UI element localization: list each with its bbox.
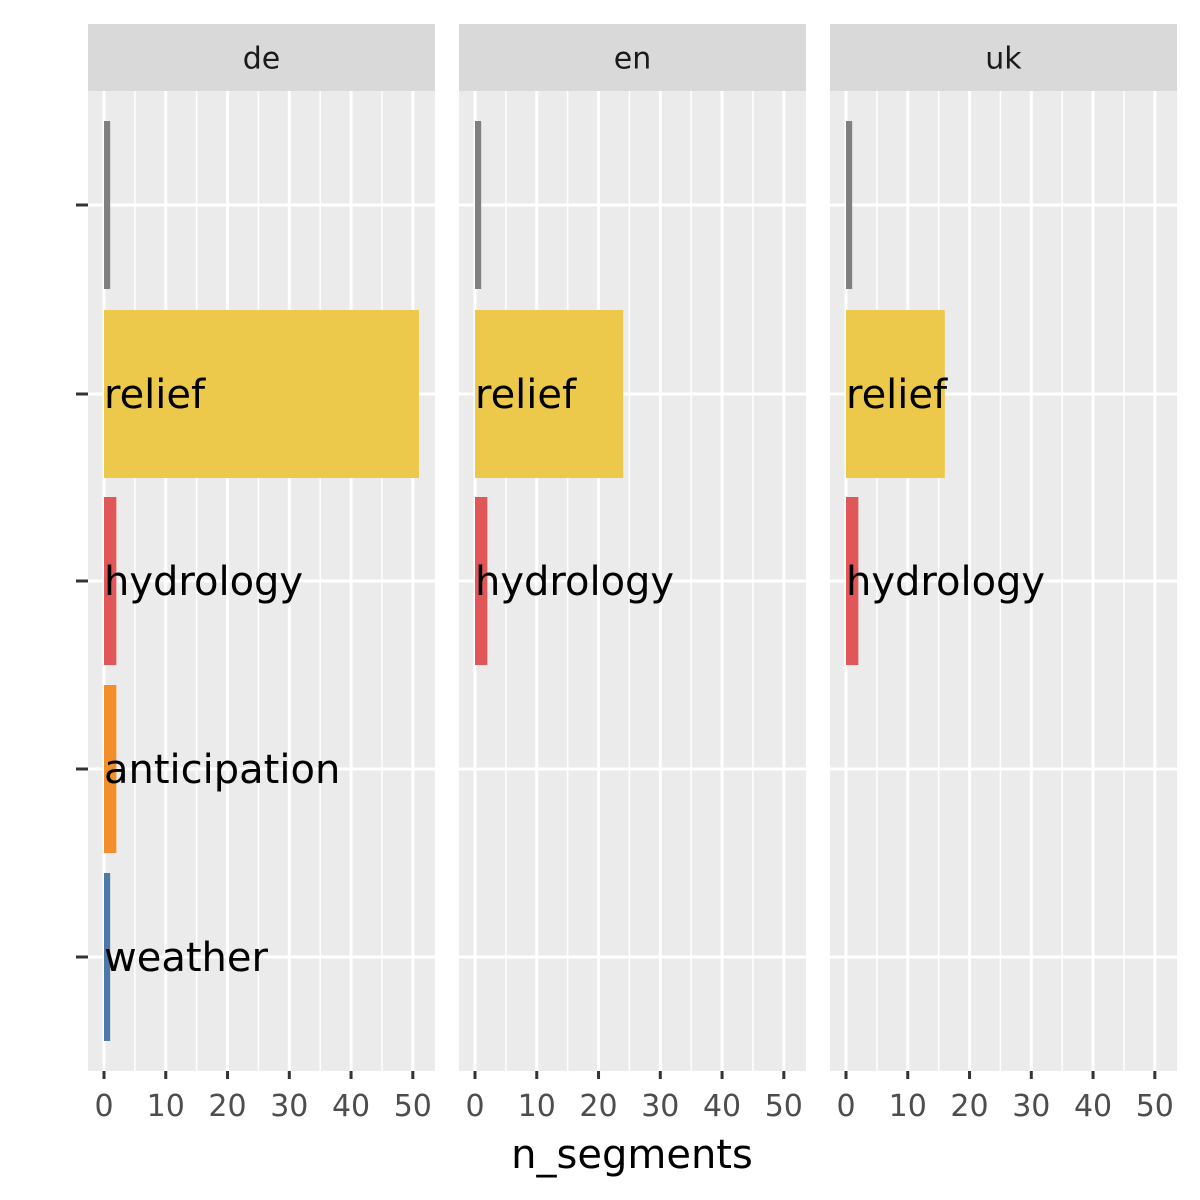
bar-relief: [104, 310, 419, 478]
x-tick-label: 30: [641, 1089, 679, 1124]
x-tick-label: 30: [1012, 1089, 1050, 1124]
x-tick-label: 20: [579, 1089, 617, 1124]
bar-relief: [475, 310, 624, 478]
bar-unlabeled: [104, 121, 111, 289]
x-tick-label: 30: [270, 1089, 308, 1124]
bar-label: weather: [104, 935, 268, 981]
facet-panels: de relief hydrology anticipation weather 0 10 2…: [88, 24, 1177, 1124]
facet-strip-label: en: [614, 42, 651, 77]
x-tick-label: 0: [836, 1089, 855, 1124]
bar-anticipation: [104, 685, 117, 853]
bar-weather: [104, 873, 111, 1041]
y-axis-ticks: [76, 203, 88, 959]
bar-hydrology: [104, 497, 117, 665]
x-tick-label: 10: [147, 1089, 185, 1124]
x-tick-label: 0: [465, 1089, 484, 1124]
x-tick-label: 40: [1074, 1089, 1112, 1124]
bar-label: relief: [475, 372, 577, 418]
bar-unlabeled: [475, 121, 482, 289]
facet-strip: [88, 24, 435, 91]
facet-en: en relief hydrology 0 10 20 30 40 50: [459, 24, 806, 1124]
x-tick-label: 50: [394, 1089, 432, 1124]
facet-de: de relief hydrology anticipation weather 0 10 2…: [88, 24, 435, 1124]
x-tick-label: 40: [332, 1089, 370, 1124]
facet-uk: uk relief hydrology 0 10 20 30 40 50: [830, 24, 1177, 1124]
bar-label: relief: [846, 372, 948, 418]
x-tick-label: 10: [889, 1089, 927, 1124]
bar-label: relief: [104, 372, 206, 418]
x-axis-title: n_segments: [511, 1132, 753, 1178]
x-tick-label: 10: [518, 1089, 556, 1124]
x-tick-label: 50: [1136, 1089, 1174, 1124]
bar-unlabeled: [846, 121, 853, 289]
bar-label: anticipation: [104, 747, 340, 793]
x-tick-label: 20: [950, 1089, 988, 1124]
x-tick-label: 20: [208, 1089, 246, 1124]
facet-strip: [459, 24, 806, 91]
bar-hydrology: [846, 497, 859, 665]
x-tick-label: 50: [765, 1089, 803, 1124]
x-tick-label: 0: [94, 1089, 113, 1124]
facet-strip: [830, 24, 1177, 91]
bar-label: hydrology: [104, 559, 303, 605]
facet-strip-label: uk: [985, 42, 1022, 77]
bar-hydrology: [475, 497, 488, 665]
facet-strip-label: de: [243, 42, 281, 77]
bar-label: hydrology: [475, 559, 674, 605]
bar-relief: [846, 310, 945, 478]
x-tick-label: 40: [703, 1089, 741, 1124]
bar-label: hydrology: [846, 559, 1045, 605]
